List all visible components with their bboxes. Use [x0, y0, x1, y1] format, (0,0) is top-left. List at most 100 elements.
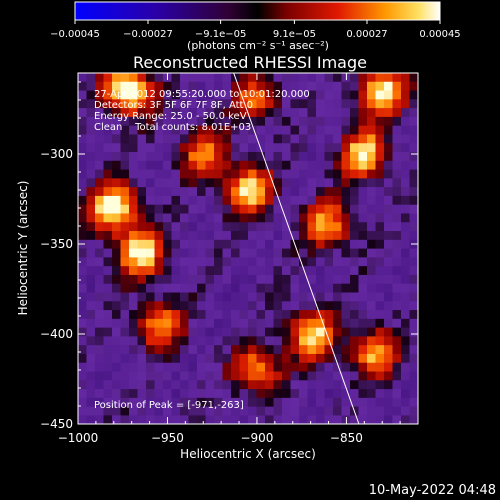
heatmap-cell	[333, 257, 342, 267]
heatmap-cell	[333, 389, 342, 399]
heatmap-cell	[154, 90, 164, 100]
heatmap-cell	[239, 257, 249, 267]
heatmap-cell	[129, 178, 138, 188]
heatmap-cell	[392, 108, 402, 118]
heatmap-cell	[324, 345, 334, 355]
heatmap-cell	[163, 143, 172, 153]
heatmap-cell	[324, 108, 334, 118]
heatmap-cell	[282, 204, 291, 214]
heatmap-cell	[205, 187, 215, 197]
heatmap-cell	[231, 213, 240, 223]
heatmap-cell	[341, 143, 351, 153]
heatmap-cell	[367, 415, 376, 424]
heatmap-cell	[120, 195, 130, 206]
heatmap-cell	[222, 99, 232, 109]
heatmap-cell	[78, 204, 87, 214]
heatmap-cell	[358, 283, 368, 293]
heatmap-cell	[392, 283, 402, 293]
heatmap-cell	[290, 318, 300, 329]
heatmap-cell	[214, 380, 223, 390]
heatmap-cell	[78, 108, 87, 118]
heatmap-cell	[248, 406, 257, 416]
heatmap-cell	[129, 81, 138, 91]
heatmap-cell	[205, 222, 215, 232]
heatmap-cell	[290, 380, 300, 390]
heatmap-cell	[112, 195, 121, 206]
heatmap-cell	[103, 318, 113, 329]
heatmap-cell	[290, 353, 300, 364]
heatmap-cell	[256, 213, 266, 223]
heatmap-cell	[103, 327, 113, 337]
heatmap-cell	[248, 213, 257, 223]
heatmap-cell	[112, 169, 121, 179]
heatmap-cell	[86, 310, 96, 320]
heatmap-cell	[350, 274, 359, 285]
heatmap-cell	[205, 204, 215, 214]
heatmap-cell	[350, 125, 359, 135]
heatmap-cell	[358, 371, 368, 381]
heatmap-cell	[222, 310, 232, 320]
heatmap-cell	[384, 310, 393, 320]
heatmap-cell	[358, 406, 368, 416]
heatmap-cell	[214, 371, 223, 381]
heatmap-cell	[180, 169, 189, 179]
heatmap-cell	[350, 73, 359, 83]
heatmap-cell	[299, 362, 308, 372]
heatmap-cell	[350, 283, 359, 293]
heatmap-cell	[341, 213, 351, 223]
heatmap-cell	[248, 134, 257, 144]
heatmap-cell	[316, 81, 325, 91]
heatmap-cell	[273, 99, 283, 109]
heatmap-cell	[197, 143, 206, 153]
heatmap-cell	[375, 231, 385, 241]
heatmap-cell	[146, 274, 155, 285]
heatmap-cell	[307, 266, 317, 276]
heatmap-cell	[171, 266, 181, 276]
heatmap-cell	[256, 90, 266, 100]
heatmap-cell	[384, 327, 393, 337]
heatmap-cell	[231, 380, 240, 390]
heatmap-cell	[205, 152, 215, 162]
heatmap-cell	[265, 292, 274, 302]
heatmap-cell	[95, 204, 104, 214]
heatmap-cell	[171, 362, 181, 372]
heatmap-cell	[248, 90, 257, 100]
heatmap-cell	[290, 222, 300, 232]
heatmap-cell	[163, 318, 172, 329]
heatmap-cell	[367, 160, 376, 170]
heatmap-cell	[392, 266, 402, 276]
heatmap-cell	[282, 318, 291, 329]
heatmap-cell	[316, 143, 325, 153]
heatmap-cell	[205, 336, 215, 346]
heatmap-cell	[163, 134, 172, 144]
heatmap-cell	[214, 292, 223, 302]
heatmap-cell	[273, 231, 283, 241]
heatmap-cell	[358, 143, 368, 153]
heatmap-cell	[95, 125, 104, 135]
heatmap-cell	[197, 81, 206, 91]
heatmap-cell	[350, 222, 359, 232]
heatmap-cell	[146, 108, 155, 118]
heatmap-cell	[239, 336, 249, 346]
heatmap-cell	[120, 160, 130, 170]
heatmap-cell	[375, 222, 385, 232]
heatmap-cell	[231, 125, 240, 135]
heatmap-cell	[316, 108, 325, 118]
heatmap-cell	[129, 380, 138, 390]
heatmap-cell	[163, 380, 172, 390]
heatmap-cell	[290, 160, 300, 170]
heatmap-cell	[205, 292, 215, 302]
heatmap-cell	[180, 248, 189, 258]
heatmap-cell	[256, 187, 266, 197]
heatmap-cell	[256, 231, 266, 241]
heatmap-cell	[392, 169, 402, 179]
heatmap-cell	[86, 257, 96, 267]
heatmap-cell	[384, 318, 393, 329]
heatmap-cell	[290, 257, 300, 267]
heatmap-cell	[214, 310, 223, 320]
heatmap-cell	[205, 178, 215, 188]
heatmap-cell	[171, 292, 181, 302]
heatmap-cell	[86, 345, 96, 355]
heatmap-cell	[95, 266, 104, 276]
heatmap-cell	[341, 336, 351, 346]
